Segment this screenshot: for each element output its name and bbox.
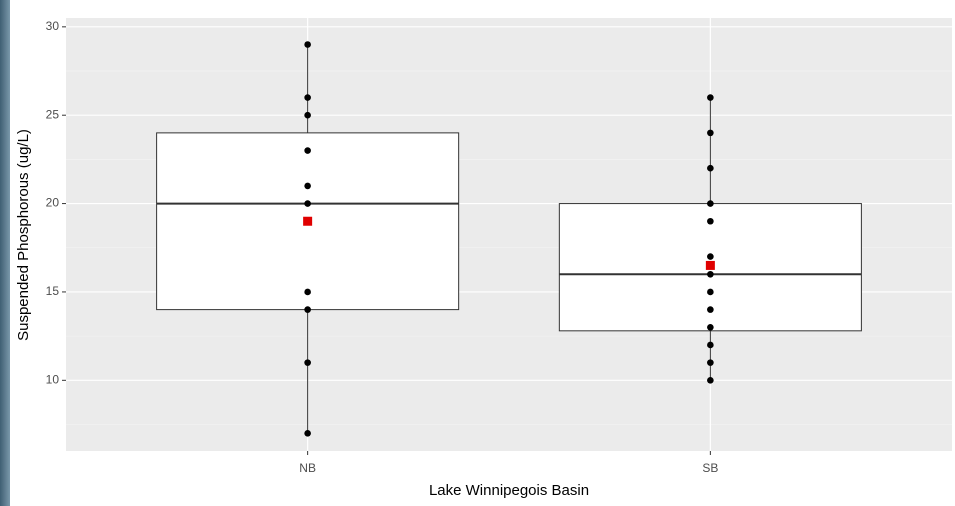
data-point	[707, 377, 714, 384]
mean-marker	[705, 260, 715, 270]
y-tick-label: 25	[46, 107, 60, 121]
data-point	[304, 147, 311, 154]
data-point	[707, 217, 714, 225]
data-point	[707, 306, 714, 313]
data-point	[304, 306, 311, 313]
x-tick-label: NB	[299, 461, 316, 475]
mean-marker	[303, 216, 313, 226]
data-point	[304, 288, 311, 296]
data-point	[707, 288, 714, 296]
y-tick-label: 30	[46, 19, 60, 33]
data-point	[304, 94, 311, 101]
data-point	[707, 94, 714, 101]
data-point	[707, 200, 714, 207]
data-point	[304, 359, 311, 366]
data-point	[707, 129, 714, 137]
data-point	[707, 253, 714, 260]
data-point	[304, 111, 311, 119]
y-tick-label: 10	[46, 372, 60, 386]
data-point	[707, 341, 714, 349]
data-point	[707, 270, 714, 278]
data-point	[304, 182, 311, 190]
y-tick-label: 15	[46, 284, 60, 298]
x-tick-label: SB	[702, 461, 718, 475]
data-point	[707, 164, 714, 172]
edge-strip	[0, 0, 10, 506]
data-point	[707, 359, 714, 366]
y-axis-title: Suspended Phosphorous (ug/L)	[15, 129, 32, 341]
data-point	[304, 41, 311, 48]
y-tick-label: 20	[46, 196, 60, 210]
x-axis-title: Lake Winnipegois Basin	[429, 482, 589, 499]
data-point	[304, 430, 311, 437]
data-point	[304, 200, 311, 207]
data-point	[707, 323, 714, 331]
